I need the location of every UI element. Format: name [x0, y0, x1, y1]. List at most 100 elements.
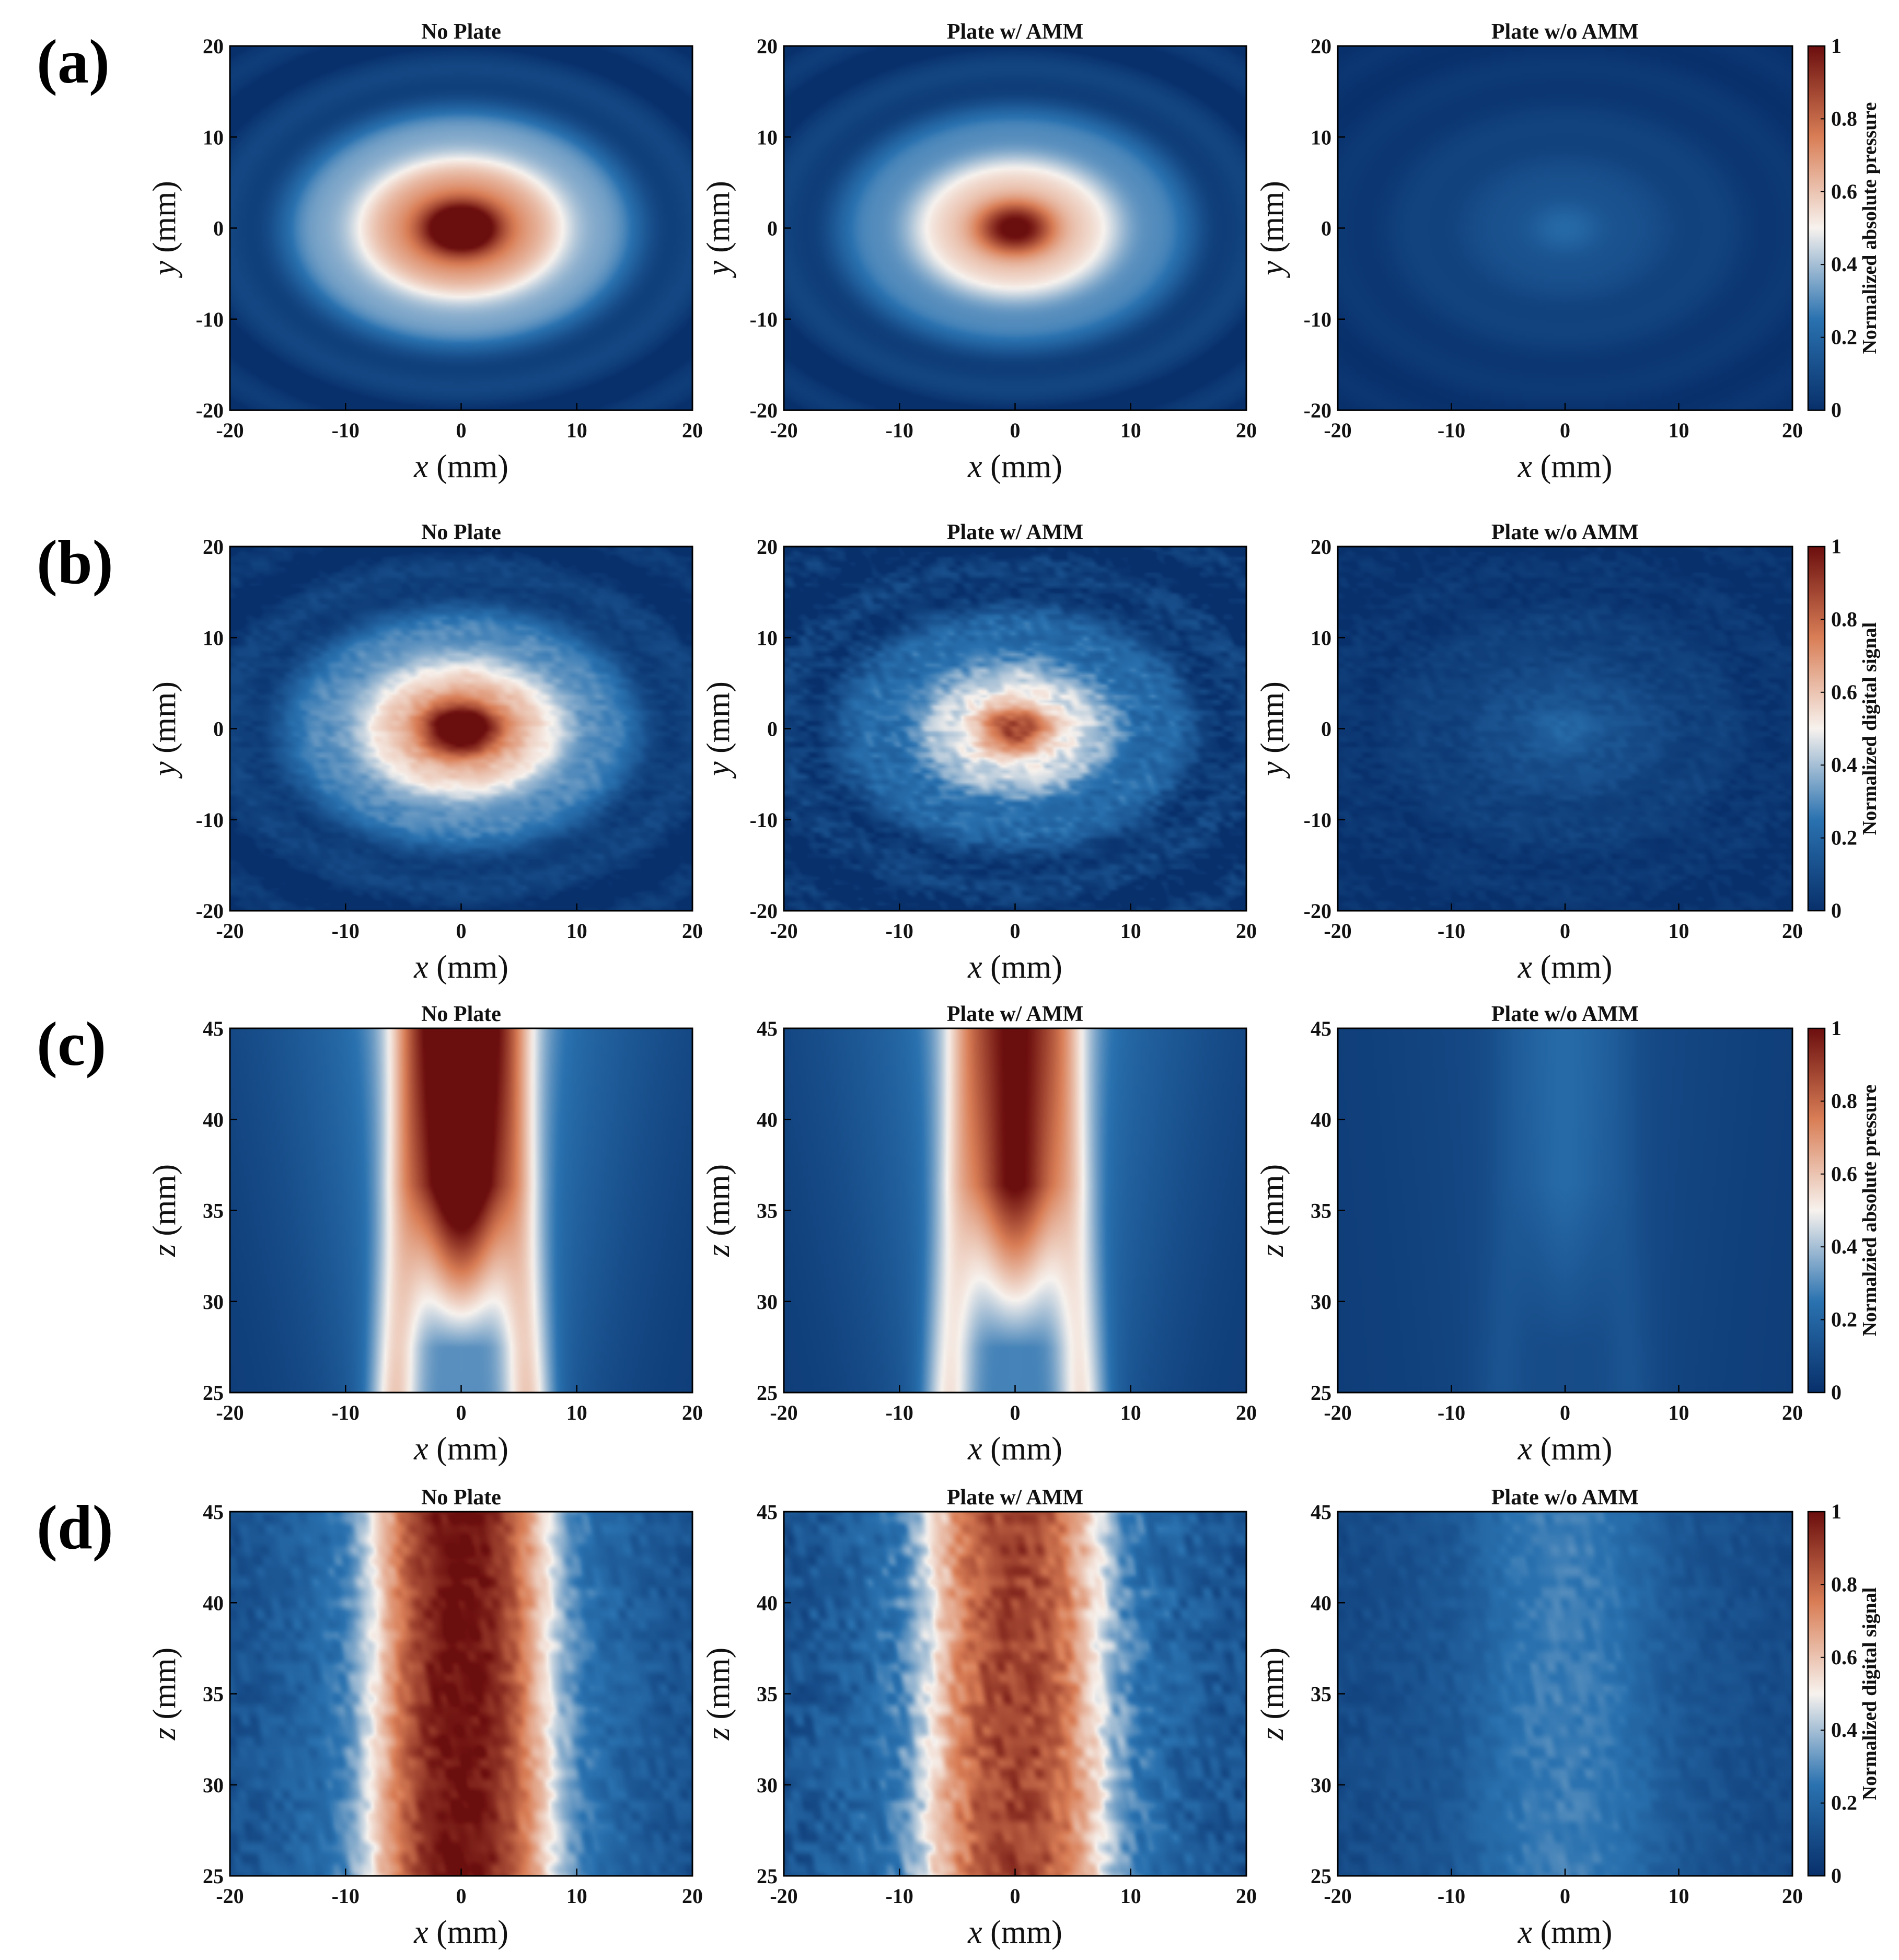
y-tick-label: 30 — [757, 1290, 778, 1314]
y-tick-label: -10 — [750, 308, 778, 331]
heatmap-image — [784, 1028, 1246, 1393]
x-tick-label: -20 — [216, 1884, 244, 1908]
x-axis-label: x (mm) — [1518, 1431, 1613, 1467]
y-tick-label: -10 — [1304, 808, 1331, 832]
colorbar-label: Normalized digital signal — [1859, 622, 1881, 835]
x-tick-label: 0 — [1560, 919, 1570, 943]
colorbar-tick-label: 0.2 — [1831, 1308, 1857, 1331]
heatmap-panel: Plate w/ AMM -20 -10 0 10 20 20 10 0 -10 -20 x (mm)… — [701, 20, 1257, 484]
panel-title: Plate w/o AMM — [1491, 1486, 1639, 1510]
y-axis-label: z (mm) — [147, 1648, 182, 1741]
colorbar-gradient — [1807, 546, 1826, 912]
x-tick-label: -20 — [1324, 1884, 1351, 1908]
x-tick-label: -10 — [1438, 419, 1465, 442]
heatmap-panel: Plate w/o AMM -20 -10 0 10 20 45 40 35 30 25 x (mm)… — [1255, 1002, 1803, 1467]
colorbar-tick-label: 0.6 — [1831, 1645, 1857, 1669]
y-tick-label: 10 — [203, 125, 224, 149]
y-tick-label: 30 — [1311, 1773, 1331, 1797]
x-tick-label: -20 — [770, 919, 797, 943]
heatmap-image — [230, 46, 692, 410]
y-tick-label: 45 — [1311, 1500, 1331, 1524]
y-tick-label: 30 — [203, 1290, 224, 1314]
y-tick-label: 25 — [203, 1381, 224, 1405]
y-tick-label: 10 — [203, 626, 224, 650]
y-tick-label: -10 — [196, 308, 224, 331]
y-tick-label: -20 — [750, 899, 778, 923]
x-tick-label: -10 — [332, 419, 360, 442]
y-tick-label: -20 — [1304, 399, 1331, 422]
colorbar-tick-label: 1 — [1831, 1016, 1842, 1040]
y-tick-label: -10 — [1304, 308, 1331, 331]
x-tick-label: -10 — [886, 1401, 913, 1424]
colorbar-tick-label: 0.8 — [1831, 1089, 1857, 1112]
y-tick-label: -20 — [750, 399, 778, 422]
y-tick-label: 40 — [1311, 1108, 1331, 1131]
y-tick-label: 0 — [1321, 717, 1331, 741]
x-tick-label: 0 — [456, 1401, 467, 1424]
heatmap-image — [1338, 1512, 1792, 1876]
x-axis-label: x (mm) — [413, 1915, 508, 1950]
x-tick-label: -20 — [216, 419, 244, 442]
x-axis-label: x (mm) — [967, 1431, 1062, 1467]
heatmap-panel: Plate w/o AMM -20 -10 0 10 20 20 10 0 -10 -20 x (mm… — [1255, 20, 1803, 484]
y-tick-label: -20 — [196, 899, 224, 923]
y-axis-label: z (mm) — [1255, 1164, 1290, 1257]
y-tick-label: 45 — [757, 1017, 778, 1040]
x-tick-label: 0 — [1010, 919, 1021, 943]
panel-title: Plate w/ AMM — [947, 20, 1083, 44]
heatmap-panel: No Plate -20 -10 0 10 20 45 40 35 30 25 x (mm) z (mm… — [147, 1002, 703, 1467]
y-tick-label: 0 — [213, 217, 224, 240]
x-axis-label: x (mm) — [413, 1431, 508, 1467]
x-tick-label: -10 — [1438, 1884, 1465, 1908]
x-tick-label: 20 — [682, 419, 703, 442]
x-tick-label: 10 — [1120, 1401, 1141, 1424]
panel-title: Plate w/ AMM — [947, 520, 1083, 544]
x-tick-label: -20 — [770, 419, 797, 442]
x-axis-label: x (mm) — [967, 1915, 1062, 1950]
y-axis-label: z (mm) — [701, 1164, 736, 1257]
x-tick-label: 20 — [682, 1884, 703, 1908]
panel-title: No Plate — [421, 1002, 501, 1026]
colorbar-tick-label: 1 — [1831, 535, 1842, 558]
colorbar-tick-label: 0.4 — [1831, 1235, 1857, 1258]
y-tick-label: 40 — [203, 1108, 224, 1131]
y-axis-label: y (mm) — [147, 181, 182, 279]
panel-label: (b) — [37, 527, 113, 597]
x-tick-label: -20 — [1324, 419, 1351, 442]
panel-title: No Plate — [421, 520, 501, 544]
x-tick-label: 10 — [1120, 1884, 1141, 1908]
colorbar: 0 0.2 0.4 0.6 0.8 1 Normalzied absolute pressu… — [1807, 1016, 1881, 1404]
y-tick-label: 10 — [757, 125, 778, 149]
y-tick-label: 45 — [203, 1017, 224, 1040]
x-tick-label: 10 — [1669, 1401, 1689, 1424]
y-tick-label: 30 — [203, 1773, 224, 1797]
colorbar-tick-label: 0.6 — [1831, 180, 1857, 203]
y-tick-label: 40 — [757, 1108, 778, 1131]
x-tick-label: -20 — [770, 1401, 797, 1424]
y-tick-label: 10 — [757, 626, 778, 650]
colorbar-label: Normalzied absolute pressure — [1859, 1084, 1881, 1336]
x-axis-label: x (mm) — [1518, 949, 1613, 985]
y-tick-label: -20 — [1304, 899, 1331, 923]
heatmap-image — [1338, 547, 1792, 911]
y-axis-label: y (mm) — [701, 681, 736, 779]
x-tick-label: 20 — [1782, 419, 1803, 442]
y-tick-label: 40 — [203, 1591, 224, 1615]
panel-title: Plate w/o AMM — [1491, 1002, 1639, 1026]
x-tick-label: 20 — [1236, 419, 1257, 442]
x-tick-label: 0 — [1560, 1401, 1570, 1424]
y-axis-label: y (mm) — [1255, 181, 1290, 279]
heatmap-image — [1338, 46, 1792, 410]
heatmap-panel: No Plate -20 -10 0 10 20 45 40 35 30 25 x (mm) z (mm… — [147, 1486, 703, 1950]
y-axis-label: y (mm) — [701, 181, 736, 279]
y-tick-label: -10 — [196, 808, 224, 832]
colorbar-tick-label: 0.2 — [1831, 326, 1857, 349]
x-tick-label: -10 — [1438, 1401, 1465, 1424]
x-tick-label: 0 — [1560, 1884, 1570, 1908]
y-tick-label: -20 — [196, 399, 224, 422]
heatmap-panel: Plate w/ AMM -20 -10 0 10 20 45 40 35 30 25 x (mm) z… — [701, 1486, 1257, 1950]
x-axis-label: x (mm) — [413, 449, 508, 484]
colorbar-tick-label: 0 — [1831, 1381, 1842, 1404]
colorbar-tick-label: 0.8 — [1831, 1572, 1857, 1596]
colorbar-tick-label: 0.6 — [1831, 680, 1857, 704]
